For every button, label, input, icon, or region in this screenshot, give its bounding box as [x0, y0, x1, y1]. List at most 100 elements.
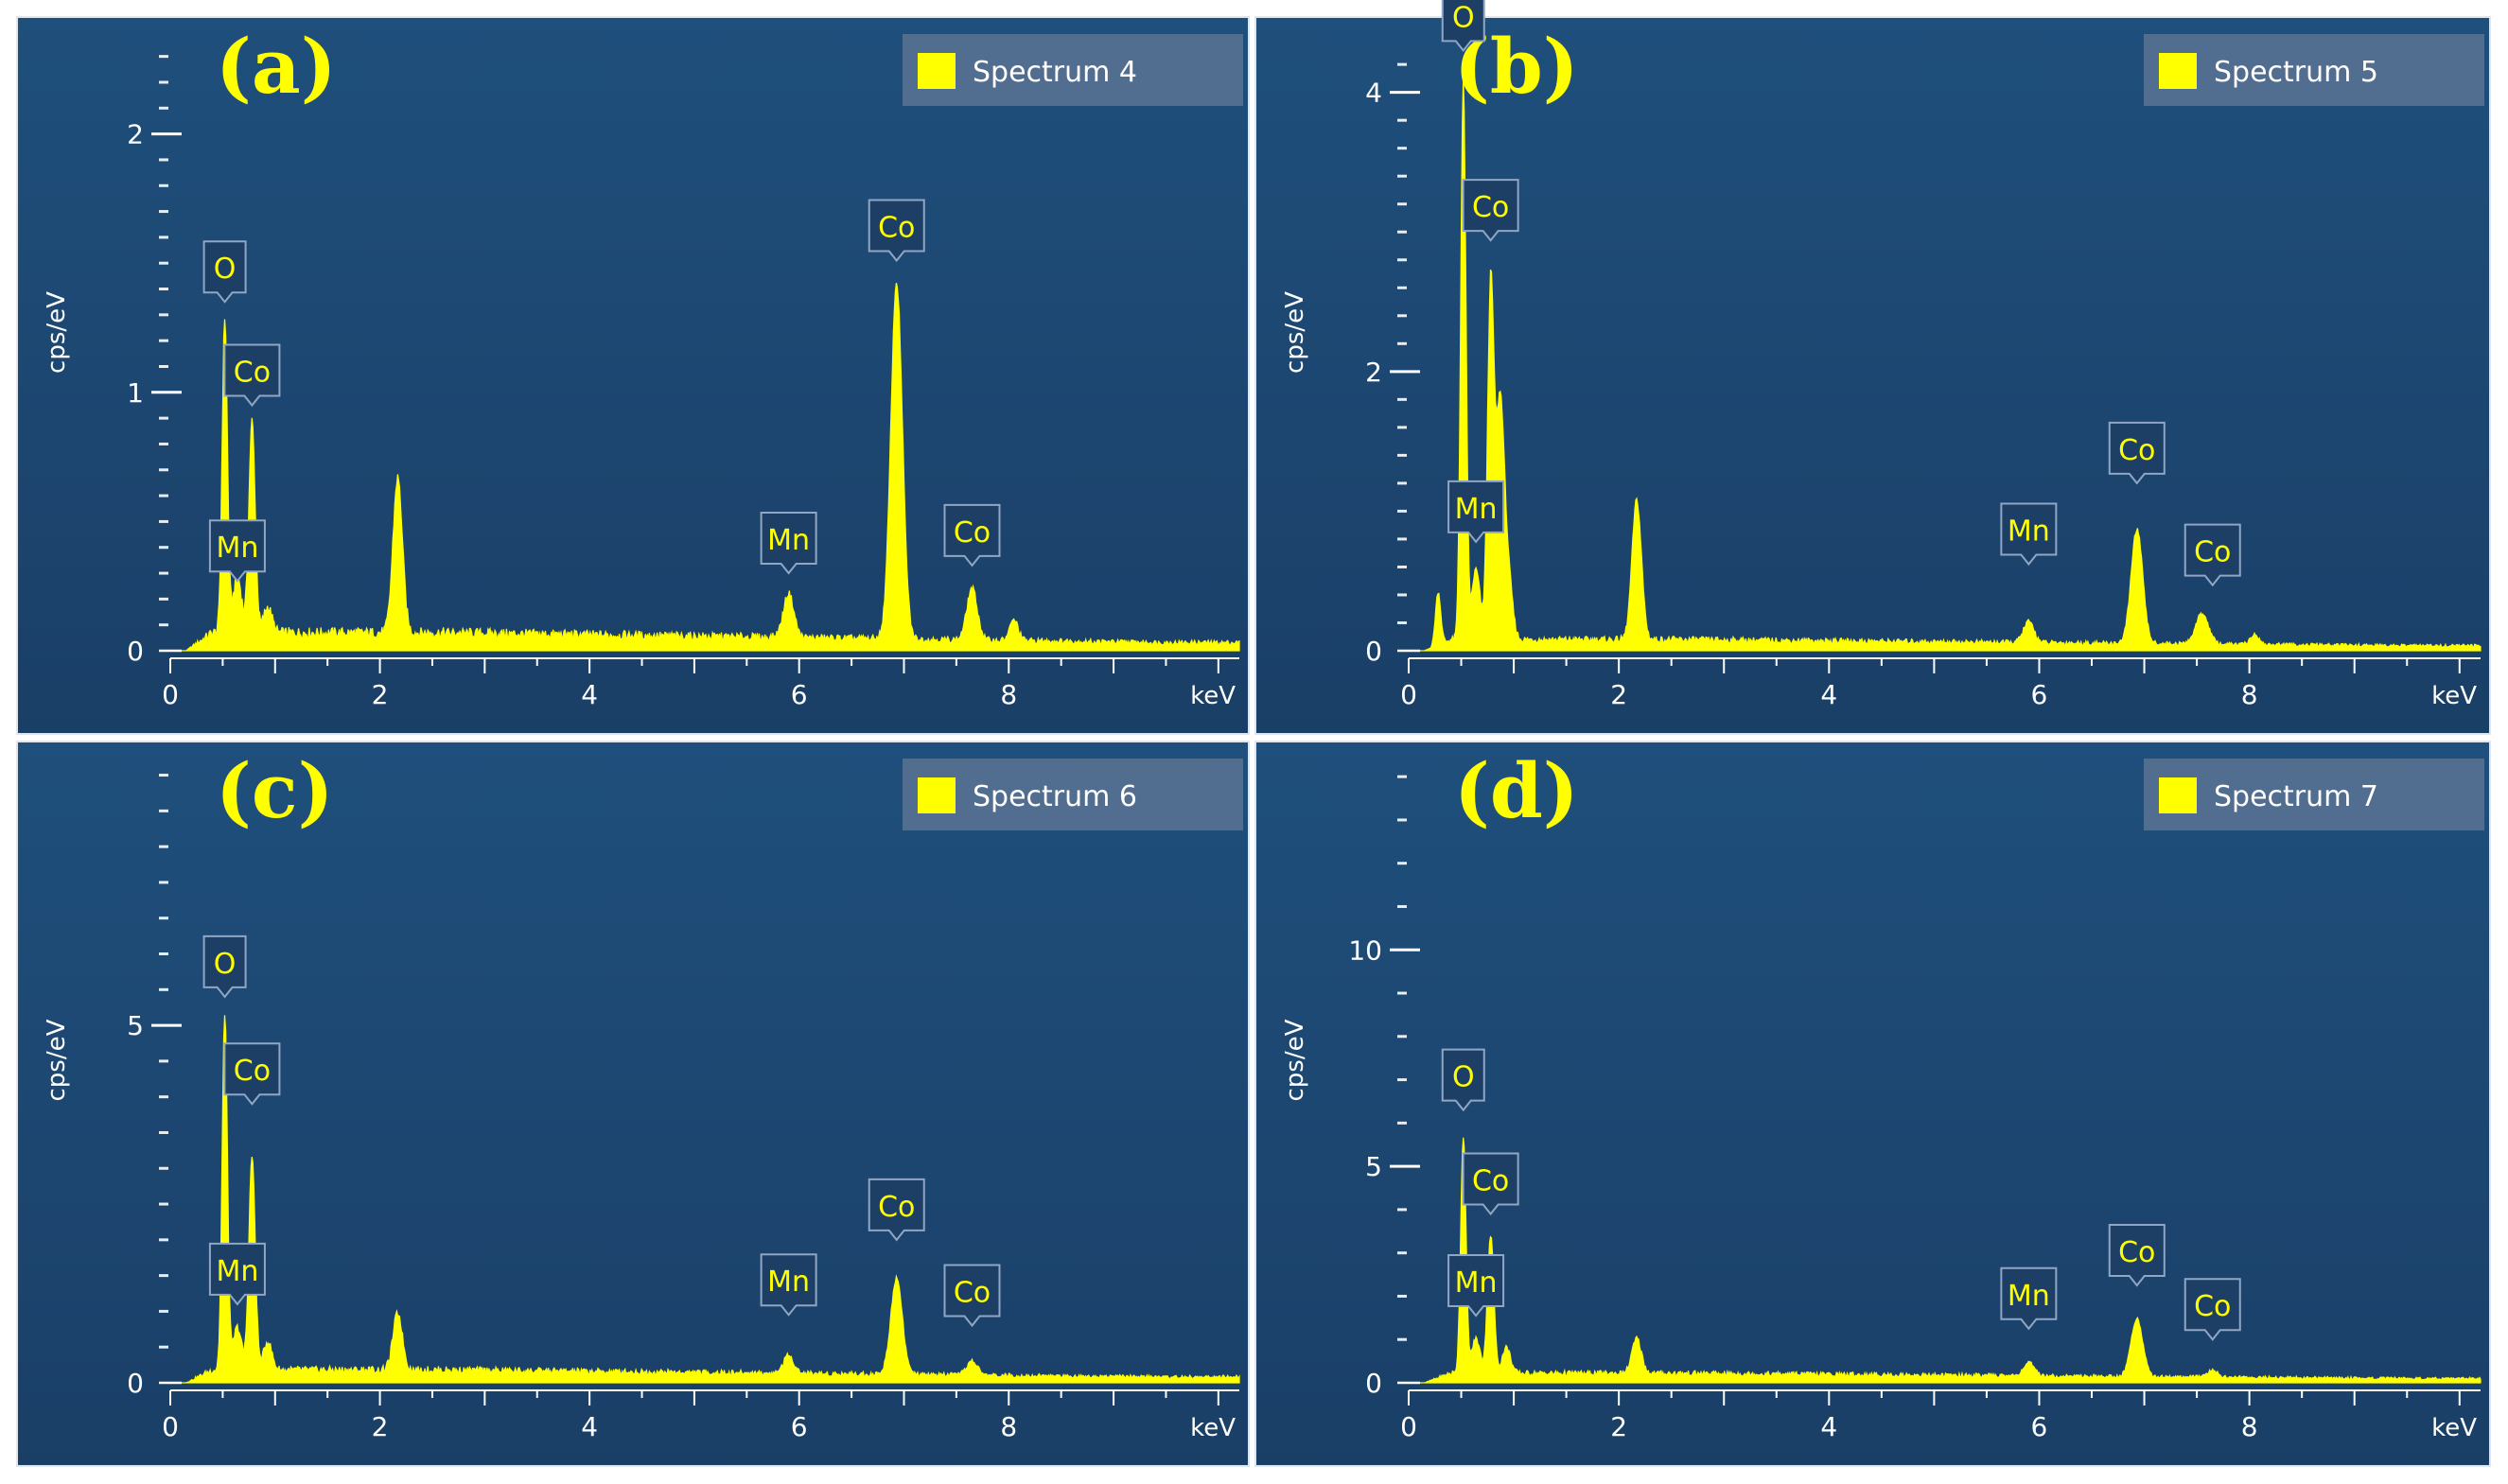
legend-swatch: [918, 53, 956, 89]
legend-label: Spectrum 4: [973, 56, 1137, 89]
peak-label-text: Mn: [2008, 515, 2050, 548]
peak-label-text: Co: [2194, 1290, 2231, 1323]
peak-label-text: O: [214, 253, 237, 286]
legend: Spectrum 7: [2144, 759, 2484, 830]
x-tick-label: 2: [1610, 679, 1627, 710]
peak-label-box: [223, 1042, 281, 1106]
y-axis-unit-label: cps/eV: [43, 1019, 71, 1101]
y-tick-label: 0: [1365, 1368, 1382, 1399]
peak-label-text: Mn: [2008, 1280, 2050, 1313]
peak-label-box: [943, 1264, 1001, 1328]
spectrum-series: [1409, 78, 2482, 652]
peak-label-box: [1462, 1152, 1519, 1216]
panel-letter: (c): [216, 746, 333, 835]
y-axis-unit-label: cps/eV: [1281, 291, 1309, 374]
peak-label-text: Mn: [767, 1266, 810, 1299]
peak-label-text: Mn: [1455, 493, 1498, 526]
y-axis-unit-label: cps/eV: [1281, 1019, 1309, 1101]
x-tick-label: 8: [1000, 679, 1017, 710]
y-tick-label: 0: [1365, 636, 1382, 667]
peak-label-text: Co: [234, 356, 271, 389]
peak-label: Co: [943, 1264, 1001, 1328]
peak-label-box: [1441, 1048, 1485, 1112]
peak-label-text: Co: [954, 1277, 991, 1310]
y-tick-label: 2: [1365, 357, 1382, 388]
panel-letter: (d): [1454, 746, 1579, 835]
peak-label: Co: [2184, 523, 2241, 587]
x-tick-label: 4: [581, 1411, 598, 1442]
x-tick-label: 0: [1400, 679, 1417, 710]
peak-label-box: [202, 934, 247, 999]
peak-label: O: [202, 934, 247, 999]
legend-swatch: [918, 777, 956, 813]
peak-label-box: [943, 503, 1001, 567]
peak-label-text: Mn: [216, 532, 258, 565]
x-tick-label: 8: [2241, 679, 2258, 710]
peak-label: O: [202, 240, 247, 304]
peak-label-box: [2000, 502, 2058, 567]
x-tick-label: 6: [2031, 679, 2048, 710]
spectrum-panel: 0 2 4 6 8 keV 0 1 2 cps/eV (a) Spectrum 4 O Co Mn Mn Co C…: [16, 16, 1250, 735]
x-tick-label: 2: [1610, 1411, 1627, 1442]
peak-label: Co: [868, 1178, 925, 1242]
x-tick-label: 0: [162, 1411, 179, 1442]
peak-label: Co: [2108, 421, 2166, 485]
x-axis-unit-label: keV: [2431, 682, 2477, 710]
spectrum-panel: 0 2 4 6 8 keV 0 5 cps/eV (c) Spectrum 6 O Co Mn Mn Co Co: [16, 741, 1250, 1467]
peak-label-text: Mn: [767, 524, 810, 557]
peak-label-text: Co: [954, 516, 991, 550]
x-tick-label: 2: [372, 679, 389, 710]
peak-label: Co: [2184, 1278, 2241, 1341]
peak-label-box: [1462, 179, 1519, 242]
peak-label: Mn: [1447, 1254, 1505, 1318]
x-tick-label: 2: [372, 1411, 389, 1442]
y-tick-label: 5: [1365, 1151, 1382, 1182]
y-tick-label: 0: [127, 636, 144, 667]
peak-label-text: Co: [2118, 434, 2155, 467]
x-axis-unit-label: keV: [2431, 1414, 2477, 1442]
peak-label: Mn: [2000, 1266, 2058, 1331]
peak-label-text: O: [1452, 1061, 1475, 1094]
y-axis-unit-label: cps/eV: [43, 291, 71, 374]
peak-label: Mn: [760, 1253, 817, 1317]
peak-label-text: Co: [2118, 1236, 2155, 1269]
y-tick-label: 2: [127, 119, 144, 150]
peak-label-box: [868, 199, 925, 263]
peak-label-box: [1447, 480, 1505, 544]
peak-label-text: Co: [234, 1055, 271, 1088]
spectrum-series: [170, 283, 1240, 652]
spectrum-series: [170, 1015, 1240, 1384]
x-tick-label: 0: [162, 679, 179, 710]
peak-label-box: [760, 1253, 817, 1317]
x-axis-unit-label: keV: [1190, 682, 1236, 710]
legend-box: [903, 34, 1243, 106]
peak-label-box: [2108, 421, 2166, 485]
spectrum-series: [1409, 1137, 2482, 1384]
spectrum-panel: 0 2 4 6 8 keV 0 5 10 cps/eV (d) Spectrum 7 O Co Mn Mn Co…: [1254, 741, 2491, 1467]
peak-label: Co: [868, 199, 925, 263]
peak-label-text: Co: [1472, 191, 1509, 224]
panel-letter: (a): [216, 22, 337, 111]
legend-box: [903, 759, 1243, 830]
peak-label-box: [202, 240, 247, 304]
x-tick-label: 8: [2241, 1411, 2258, 1442]
legend: Spectrum 4: [903, 34, 1243, 106]
panel-background: [16, 16, 1250, 735]
x-tick-label: 4: [581, 679, 598, 710]
panel-background: [16, 741, 1250, 1467]
x-tick-label: 6: [2031, 1411, 2048, 1442]
legend: Spectrum 6: [903, 759, 1243, 830]
peak-label-box: [208, 1242, 266, 1306]
legend-label: Spectrum 7: [2214, 780, 2378, 813]
x-tick-label: 0: [1400, 1411, 1417, 1442]
legend-label: Spectrum 6: [973, 780, 1137, 813]
peak-label-text: Mn: [216, 1255, 258, 1288]
legend-swatch: [2159, 777, 2197, 813]
peak-label-text: Mn: [1455, 1266, 1498, 1300]
y-tick-label: 10: [1348, 934, 1382, 966]
peak-label-text: Co: [878, 1191, 915, 1224]
peak-label-box: [760, 512, 817, 575]
peak-label-box: [1441, 0, 1485, 52]
x-tick-label: 8: [1000, 1411, 1017, 1442]
